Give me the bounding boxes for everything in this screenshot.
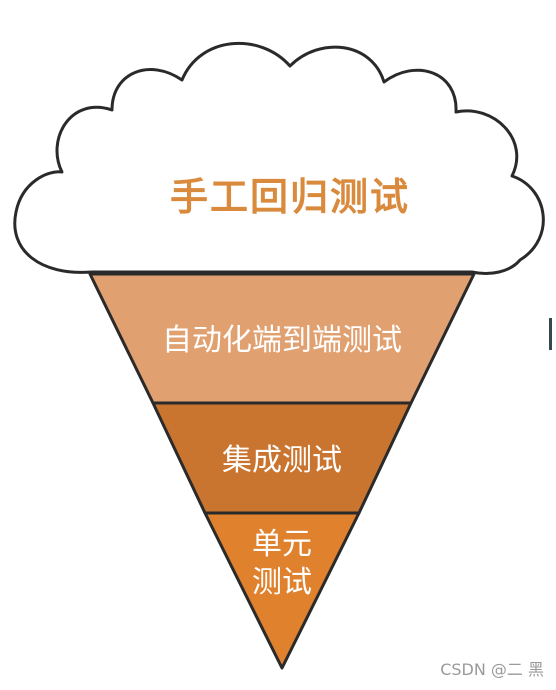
cloud-shape (13, 41, 545, 275)
layer-integration-label: 集成测试 (222, 443, 342, 478)
edge-mark (549, 318, 552, 350)
layer-e2e-label: 自动化端到端测试 (162, 323, 402, 358)
watermark: CSDN @二 黑 (440, 660, 544, 679)
layer-unit-label-line2: 测试 (252, 565, 312, 600)
layer-unit (203, 511, 361, 670)
layer-unit-label-line1: 单元 (252, 527, 312, 562)
cloud-label: 手工回归测试 (170, 175, 410, 219)
